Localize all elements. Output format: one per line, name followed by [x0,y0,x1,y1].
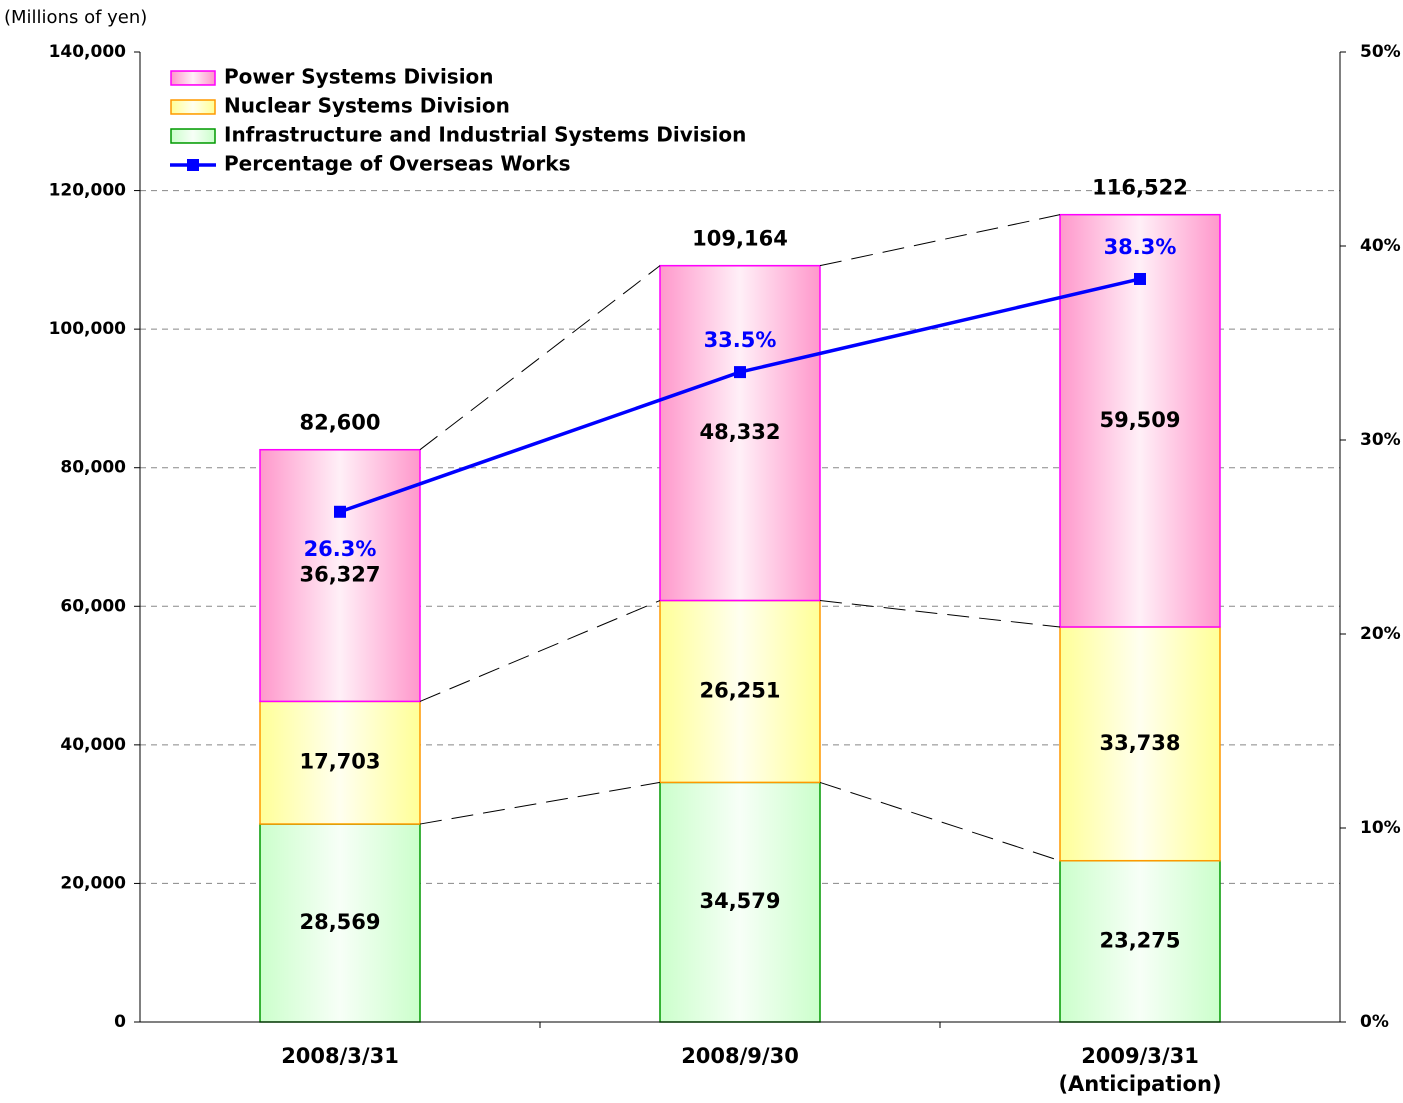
y-tick-label: 80,000 [60,458,126,478]
line-label: 38.3% [1104,235,1177,259]
y2-tick-label: 10% [1360,818,1401,838]
y2-tick-label: 20% [1360,624,1401,644]
legend-label: Infrastructure and Industrial Systems Di… [224,123,746,147]
connector-line [419,265,661,451]
bar-shine [261,702,419,824]
segment-label: 26,251 [699,678,780,702]
y-tick-label: 100,000 [49,319,127,339]
legend-shine [172,101,214,113]
segment-label: 34,579 [699,889,780,913]
segment-label: 36,327 [299,563,380,587]
y-tick-label: 120,000 [49,181,127,201]
bar-shine [1061,861,1219,1021]
bar-shine [661,601,819,782]
y2-tick-label: 30% [1360,430,1401,450]
y-tick-label: 20,000 [60,873,126,893]
segment-label: 33,738 [1099,731,1180,755]
bar-shine [1061,627,1219,860]
segment-label: 17,703 [299,750,380,774]
connector-line [419,781,661,825]
y-tick-label: 0 [114,1012,126,1032]
segment-label: 59,509 [1099,408,1180,432]
legend-shine [172,72,214,84]
legend-marker [187,159,199,171]
y2-tick-label: 0% [1360,1012,1389,1032]
legend-label: Nuclear Systems Division [224,94,510,118]
y2-tick-label: 50% [1360,42,1401,62]
x-tick-label: 2008/3/31 [281,1044,399,1068]
line-point [734,366,746,379]
y-tick-label: 140,000 [49,42,127,62]
bar-shine [661,266,819,600]
connector-line [419,600,661,702]
y-axis-title: (Millions of yen) [4,7,147,28]
segment-label: 48,332 [699,420,780,444]
bar-shine [661,783,819,1021]
total-label: 109,164 [692,227,788,251]
x-tick-label: 2008/9/30 [681,1044,799,1068]
line-label: 33.5% [704,328,777,352]
legend-shine [172,130,214,142]
bar-shine [261,825,419,1021]
line-label: 26.3% [304,537,377,561]
total-label: 116,522 [1092,176,1188,200]
connector-line [819,214,1061,267]
y2-tick-label: 40% [1360,236,1401,256]
connector-line [819,781,1061,862]
connector-line [819,600,1061,628]
y-tick-label: 60,000 [60,596,126,616]
line-point [1134,272,1146,285]
y-tick-label: 40,000 [60,735,126,755]
x-tick-label: 2009/3/31 (Anticipation) [1058,1044,1222,1096]
total-label: 82,600 [299,411,380,435]
legend-label: Percentage of Overseas Works [224,152,571,176]
line-point [334,505,346,518]
legend-label: Power Systems Division [224,65,494,89]
segment-label: 23,275 [1099,928,1180,952]
segment-label: 28,569 [299,910,380,934]
